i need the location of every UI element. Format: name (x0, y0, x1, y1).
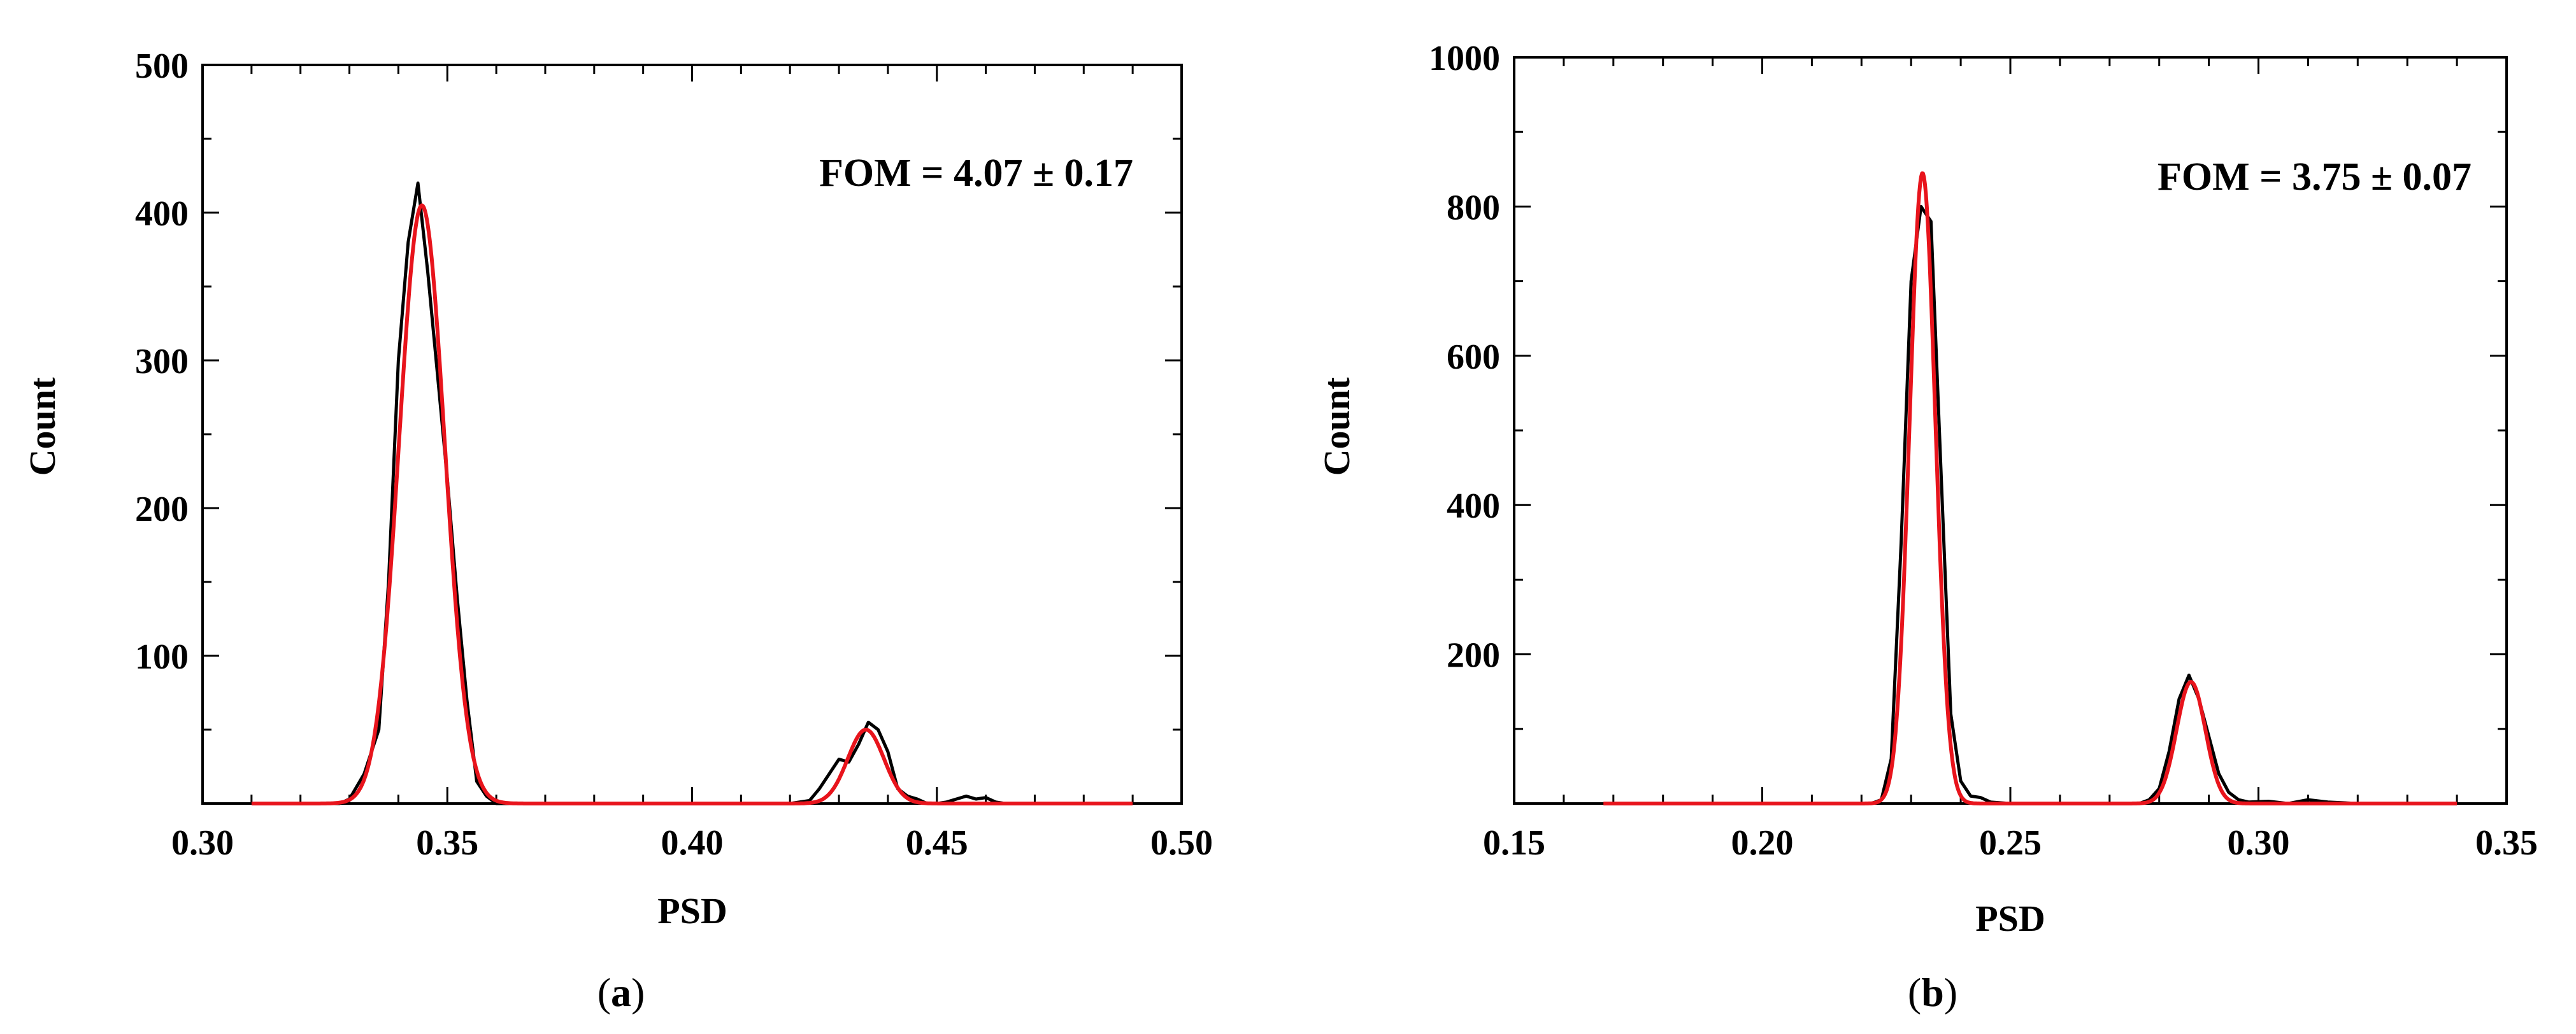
annotation-a: FOM = 4.07 ± 0.17 (819, 152, 1133, 195)
y-tick-label-b-200: 200 (1447, 636, 1500, 676)
y-tick-label-b-800: 800 (1447, 188, 1500, 227)
panel-b: 0.15 0.20 0.25 0.30 0.35 200 400 600 800 1000 FOM… (1316, 39, 2538, 1015)
y-tick-label-b-1000: 1000 (1429, 39, 1500, 78)
fit-line-b (1602, 171, 2458, 805)
x-tick-label-b-0_20: 0.20 (1731, 823, 1794, 863)
caption-b: (b) (1908, 970, 1957, 1015)
y-tick-label-a-300: 300 (135, 342, 189, 381)
series-b (1602, 171, 2458, 805)
x-tick-label-b-0_25: 0.25 (1979, 823, 2042, 863)
panel-a: 0.30 0.35 0.40 0.45 0.50 100 200 300 400 500 FOM … (22, 46, 1213, 1015)
fit-line-a (250, 203, 1134, 805)
x-tick-label-a-0_45: 0.45 (906, 823, 968, 863)
data-line-a (251, 181, 1133, 805)
data-line-b (1613, 204, 2458, 805)
x-tick-label-b-0_15: 0.15 (1483, 823, 1545, 863)
y-tick-label-a-400: 400 (135, 194, 189, 234)
x-tick-label-a-0_50: 0.50 (1150, 823, 1213, 863)
caption-a: (a) (597, 970, 645, 1015)
series-a (250, 181, 1134, 805)
tick-labels-a: 0.30 0.35 0.40 0.45 0.50 100 200 300 400 500 (135, 46, 1213, 863)
x-tick-label-a-0_35: 0.35 (416, 823, 478, 863)
y-tick-label-b-400: 400 (1447, 486, 1500, 526)
y-tick-label-a-500: 500 (135, 46, 189, 86)
x-axis-title-b: PSD (1975, 898, 2045, 939)
y-tick-label-a-200: 200 (135, 490, 189, 529)
x-tick-label-b-0_35: 0.35 (2475, 823, 2538, 863)
y-axis-title-b: Count (1316, 377, 1357, 476)
x-tick-label-a-0_40: 0.40 (661, 823, 724, 863)
tick-labels-b: 0.15 0.20 0.25 0.30 0.35 200 400 600 800 1000 (1429, 39, 2538, 863)
x-tick-label-b-0_30: 0.30 (2228, 823, 2290, 863)
y-tick-label-b-600: 600 (1447, 337, 1500, 377)
x-axis-title-a: PSD (657, 890, 727, 931)
annotation-b: FOM = 3.75 ± 0.07 (2157, 155, 2472, 199)
y-tick-label-a-100: 100 (135, 637, 189, 677)
y-axis-title-a: Count (22, 377, 63, 476)
x-tick-label-a-0_30: 0.30 (171, 823, 234, 863)
ticks-b (1513, 56, 2508, 805)
